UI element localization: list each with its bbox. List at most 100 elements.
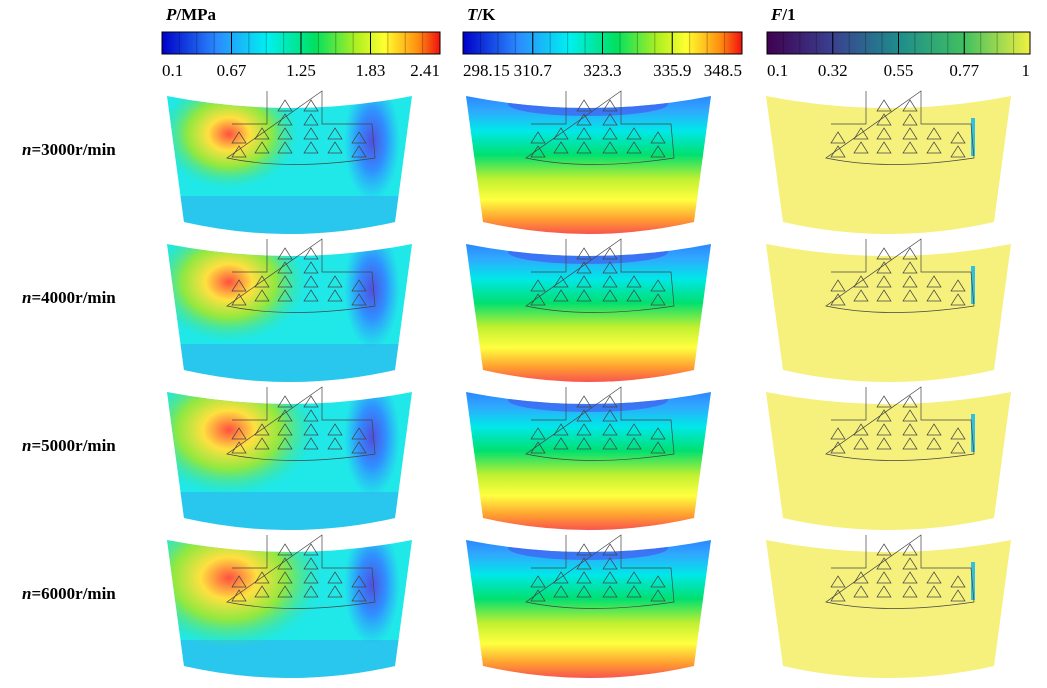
conductor <box>902 557 918 570</box>
contour-panel <box>466 96 711 234</box>
conductor <box>277 127 293 140</box>
conductor <box>327 275 343 288</box>
conductor <box>853 141 869 154</box>
conductor <box>902 585 918 598</box>
slot-outline <box>825 90 975 165</box>
conductor <box>602 113 618 126</box>
conductor <box>876 261 892 274</box>
conductor <box>853 289 869 302</box>
cold-zone <box>508 392 668 412</box>
conductor <box>277 289 293 302</box>
conductor <box>530 575 546 588</box>
conductor <box>553 127 569 140</box>
high-zone <box>167 96 299 189</box>
conductor <box>277 247 293 260</box>
conductor <box>530 427 546 440</box>
conductor <box>650 279 666 292</box>
contour-panel <box>167 244 412 382</box>
colorbar-title: P/MPa <box>165 5 217 24</box>
conductor <box>351 145 367 158</box>
conductor <box>626 275 642 288</box>
colorbar-tick-label: 0.32 <box>818 61 848 80</box>
conductor <box>950 145 966 158</box>
colorbar-tick-label: 348.5 <box>704 61 742 80</box>
conductor <box>650 589 666 602</box>
conductor <box>626 127 642 140</box>
conductor <box>254 127 270 140</box>
conductor <box>650 441 666 454</box>
conductor <box>902 437 918 450</box>
colorbar-tick-label: 335.9 <box>653 61 691 80</box>
conductor <box>853 585 869 598</box>
conductor <box>303 557 319 570</box>
conductor <box>853 275 869 288</box>
conductor <box>303 437 319 450</box>
colorbar-tick-label: 1 <box>1022 61 1031 80</box>
conductor <box>830 427 846 440</box>
conductor <box>327 289 343 302</box>
conductor <box>277 261 293 274</box>
conductor <box>950 589 966 602</box>
conductor <box>327 141 343 154</box>
conductor <box>602 261 618 274</box>
slot-outline <box>825 238 975 313</box>
conductor <box>553 275 569 288</box>
conductor <box>626 585 642 598</box>
conductor <box>602 571 618 584</box>
conductor <box>303 113 319 126</box>
conductor <box>277 99 293 112</box>
conductor <box>602 99 618 112</box>
conductor <box>926 585 942 598</box>
field-low <box>167 640 412 678</box>
conductor <box>876 113 892 126</box>
conductor <box>650 145 666 158</box>
conductor <box>576 423 592 436</box>
conductor <box>950 279 966 292</box>
conductor <box>351 131 367 144</box>
colorbar-tick-label: 1.83 <box>356 61 386 80</box>
conductor <box>853 437 869 450</box>
conductor <box>351 589 367 602</box>
conductor <box>231 427 247 440</box>
conductor <box>231 131 247 144</box>
colorbar-tick-label: 0.55 <box>884 61 914 80</box>
slot-outline <box>525 90 675 165</box>
rows: n=3000r/minn=4000r/minn=5000r/minn=6000r… <box>22 90 1011 678</box>
conductor <box>231 293 247 306</box>
conductor <box>902 409 918 422</box>
conductor <box>277 585 293 598</box>
conductor <box>650 575 666 588</box>
conductor <box>351 279 367 292</box>
conductor <box>926 289 942 302</box>
row-label: n=4000r/min <box>22 288 116 307</box>
symbol: n <box>22 436 31 455</box>
interface <box>971 562 975 600</box>
cold-zone <box>508 96 668 116</box>
conductor <box>277 409 293 422</box>
conductor <box>626 289 642 302</box>
colorbar-tick-label: 298.15 <box>463 61 510 80</box>
low-zone <box>344 540 400 645</box>
contour-panel <box>466 244 711 382</box>
conductor <box>254 571 270 584</box>
unit: /K <box>476 5 496 24</box>
conductor <box>576 395 592 408</box>
conductor <box>303 247 319 260</box>
contour-panel <box>167 540 412 678</box>
slot-outline <box>525 238 675 313</box>
symbol: n <box>22 140 31 159</box>
conductor <box>231 589 247 602</box>
conductor <box>902 127 918 140</box>
conductor <box>553 423 569 436</box>
conductor <box>602 127 618 140</box>
conductor <box>650 131 666 144</box>
conductor <box>576 261 592 274</box>
symbol: F <box>770 5 783 24</box>
conductor <box>327 585 343 598</box>
conductor <box>876 127 892 140</box>
slot-outline <box>226 386 376 461</box>
conductor <box>876 423 892 436</box>
conductor <box>530 441 546 454</box>
low-zone <box>344 392 400 497</box>
conductor <box>277 571 293 584</box>
